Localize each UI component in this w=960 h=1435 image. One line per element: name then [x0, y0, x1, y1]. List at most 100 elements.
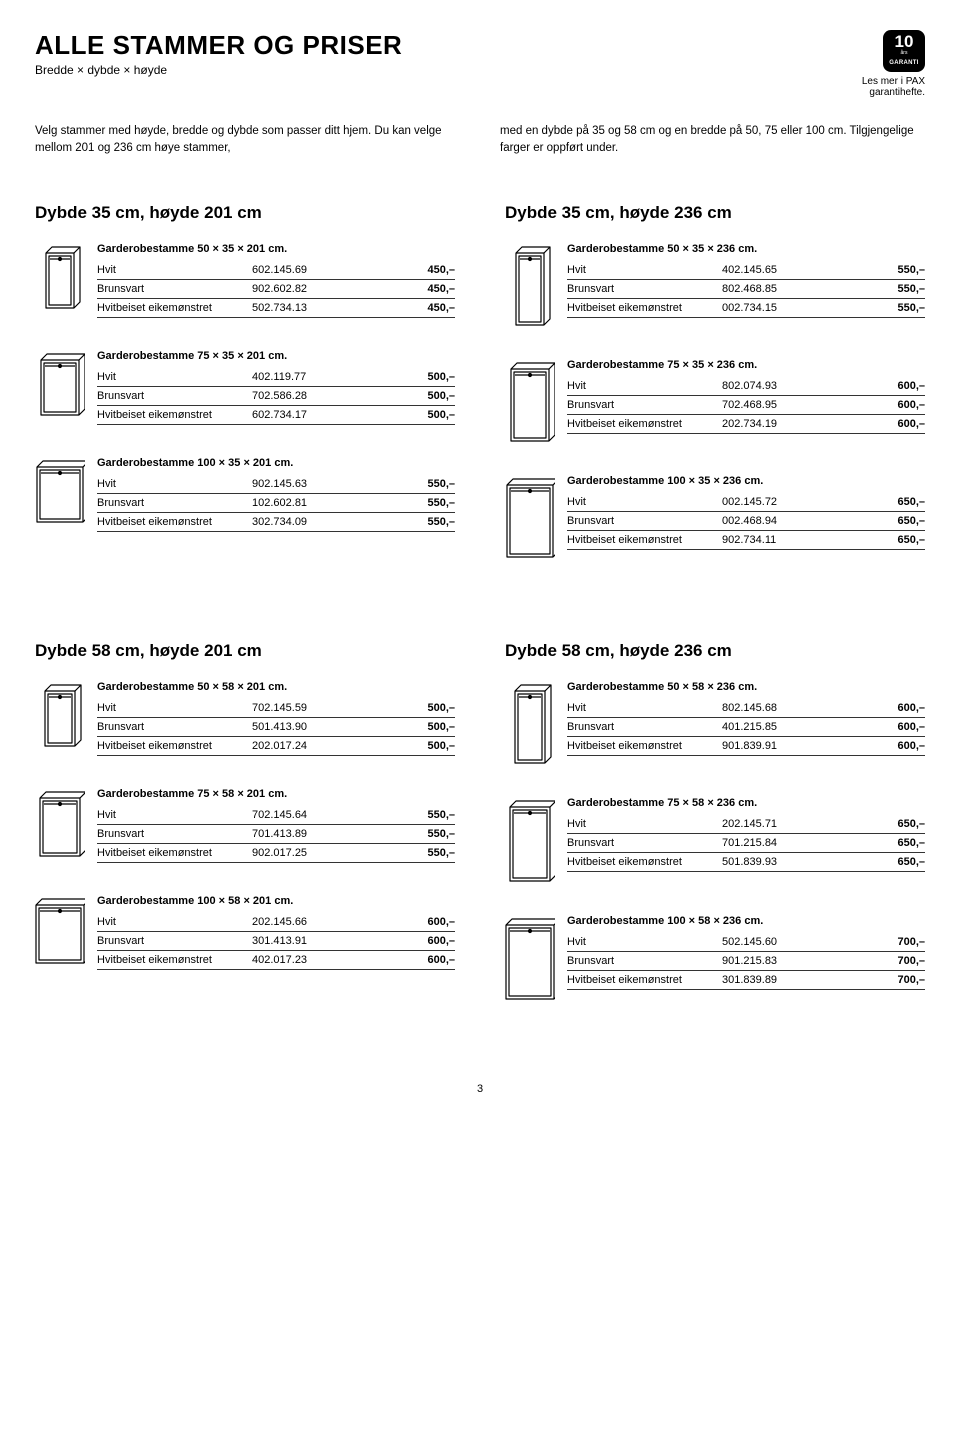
section-heading: Dybde 35 cm, høyde 236 cm: [505, 203, 925, 223]
wardrobe-icon: [505, 681, 555, 765]
header-left: ALLE STAMMER OG PRISER Bredde × dybde × …: [35, 30, 402, 77]
product-block: Garderobestamme 50 × 35 × 236 cm. Hvit 4…: [505, 243, 925, 327]
guarantee-badge: 10 års GARANTI: [883, 30, 925, 72]
price: 600,–: [897, 721, 925, 733]
badge-caption: Les mer i PAX garantihefte.: [825, 76, 925, 98]
color-label: Hvitbeiset eikemønstret: [97, 516, 242, 528]
product-title: Garderobestamme 50 × 58 × 236 cm.: [567, 681, 925, 693]
article-number: 401.215.85: [722, 721, 777, 733]
wardrobe-icon: [35, 243, 85, 310]
article-number: 902.017.25: [252, 847, 307, 859]
page-header: ALLE STAMMER OG PRISER Bredde × dybde × …: [35, 30, 925, 98]
article-number: 902.734.11: [722, 534, 776, 546]
product-block: Garderobestamme 75 × 35 × 201 cm. Hvit 4…: [35, 350, 455, 425]
color-label: Brunsvart: [97, 390, 242, 402]
product-title: Garderobestamme 75 × 58 × 236 cm.: [567, 797, 925, 809]
price: 650,–: [897, 534, 925, 546]
color-label: Hvit: [97, 478, 242, 490]
product-info: Garderobestamme 50 × 58 × 236 cm. Hvit 8…: [567, 681, 925, 756]
price: 650,–: [897, 818, 925, 830]
product-row: Hvit 502.145.60 700,–: [567, 933, 925, 952]
product-title: Garderobestamme 50 × 35 × 236 cm.: [567, 243, 925, 255]
product-title: Garderobestamme 100 × 58 × 201 cm.: [97, 895, 455, 907]
color-label: Hvit: [567, 702, 712, 714]
wardrobe-icon: [505, 475, 555, 559]
section-heading: Dybde 58 cm, høyde 201 cm: [35, 641, 455, 661]
intro-text: Velg stammer med høyde, bredde og dybde …: [35, 123, 925, 158]
product-title: Garderobestamme 100 × 35 × 236 cm.: [567, 475, 925, 487]
color-label: Hvit: [567, 496, 712, 508]
color-label: Hvitbeiset eikemønstret: [567, 302, 712, 314]
price: 550,–: [427, 847, 455, 859]
product-info: Garderobestamme 100 × 35 × 201 cm. Hvit …: [97, 457, 455, 532]
color-label: Hvitbeiset eikemønstret: [567, 740, 712, 752]
product-row: Hvitbeiset eikemønstret 202.734.19 600,–: [567, 415, 925, 434]
wardrobe-icon: [505, 915, 555, 1001]
product-row: Hvitbeiset eikemønstret 902.017.25 550,–: [97, 844, 455, 863]
price: 600,–: [427, 954, 455, 966]
badge-text: GARANTI: [889, 60, 918, 66]
price: 650,–: [897, 496, 925, 508]
price: 650,–: [897, 856, 925, 868]
product-row: Brunsvart 701.215.84 650,–: [567, 834, 925, 853]
price: 600,–: [427, 916, 455, 928]
article-number: 901.839.91: [722, 740, 777, 752]
price: 700,–: [897, 974, 925, 986]
product-row: Brunsvart 002.468.94 650,–: [567, 512, 925, 531]
price: 600,–: [897, 740, 925, 752]
price: 600,–: [897, 380, 925, 392]
product-row: Brunsvart 501.413.90 500,–: [97, 718, 455, 737]
product-info: Garderobestamme 50 × 35 × 236 cm. Hvit 4…: [567, 243, 925, 318]
article-number: 702.145.64: [252, 809, 307, 821]
product-block: Garderobestamme 100 × 35 × 201 cm. Hvit …: [35, 457, 455, 532]
price: 700,–: [897, 955, 925, 967]
section-left: Dybde 35 cm, høyde 201 cm Garderobestamm…: [35, 203, 455, 591]
article-number: 002.734.15: [722, 302, 777, 314]
article-number: 202.017.24: [252, 740, 307, 752]
article-number: 301.413.91: [252, 935, 307, 947]
product-row: Hvitbeiset eikemønstret 202.017.24 500,–: [97, 737, 455, 756]
badge-unit: års: [883, 50, 925, 56]
product-block: Garderobestamme 75 × 35 × 236 cm. Hvit 8…: [505, 359, 925, 443]
product-info: Garderobestamme 100 × 58 × 201 cm. Hvit …: [97, 895, 455, 970]
color-label: Hvitbeiset eikemønstret: [97, 847, 242, 859]
wardrobe-icon: [505, 359, 555, 443]
price: 450,–: [427, 264, 455, 276]
color-label: Hvitbeiset eikemønstret: [567, 856, 712, 868]
product-title: Garderobestamme 75 × 35 × 201 cm.: [97, 350, 455, 362]
article-number: 302.734.09: [252, 516, 307, 528]
product-block: Garderobestamme 100 × 58 × 236 cm. Hvit …: [505, 915, 925, 1001]
product-info: Garderobestamme 100 × 35 × 236 cm. Hvit …: [567, 475, 925, 550]
article-number: 701.215.84: [722, 837, 777, 849]
content: Dybde 35 cm, høyde 201 cm Garderobestamm…: [35, 203, 925, 1033]
article-number: 002.468.94: [722, 515, 777, 527]
section-heading: Dybde 35 cm, høyde 201 cm: [35, 203, 455, 223]
color-label: Brunsvart: [567, 283, 712, 295]
page-title: ALLE STAMMER OG PRISER: [35, 30, 402, 61]
product-title: Garderobestamme 50 × 58 × 201 cm.: [97, 681, 455, 693]
product-row: Brunsvart 102.602.81 550,–: [97, 494, 455, 513]
color-label: Brunsvart: [567, 721, 712, 733]
price: 550,–: [897, 264, 925, 276]
article-number: 202.145.71: [722, 818, 777, 830]
section-pair: Dybde 35 cm, høyde 201 cm Garderobestamm…: [35, 203, 925, 591]
price: 500,–: [427, 390, 455, 402]
price: 550,–: [427, 478, 455, 490]
product-row: Brunsvart 902.602.82 450,–: [97, 280, 455, 299]
section-right: Dybde 35 cm, høyde 236 cm Garderobestamm…: [505, 203, 925, 591]
color-label: Brunsvart: [567, 399, 712, 411]
article-number: 702.586.28: [252, 390, 307, 402]
product-row: Brunsvart 802.468.85 550,–: [567, 280, 925, 299]
intro-right: med en dybde på 35 og 58 cm og en bredde…: [500, 123, 925, 158]
product-block: Garderobestamme 50 × 35 × 201 cm. Hvit 6…: [35, 243, 455, 318]
product-row: Hvitbeiset eikemønstret 602.734.17 500,–: [97, 406, 455, 425]
color-label: Brunsvart: [97, 721, 242, 733]
product-row: Hvit 702.145.59 500,–: [97, 699, 455, 718]
wardrobe-icon: [35, 457, 85, 524]
price: 550,–: [427, 828, 455, 840]
price: 600,–: [897, 702, 925, 714]
color-label: Hvitbeiset eikemønstret: [97, 954, 242, 966]
product-row: Hvit 002.145.72 650,–: [567, 493, 925, 512]
price: 650,–: [897, 515, 925, 527]
badge-number: 10: [883, 33, 925, 50]
